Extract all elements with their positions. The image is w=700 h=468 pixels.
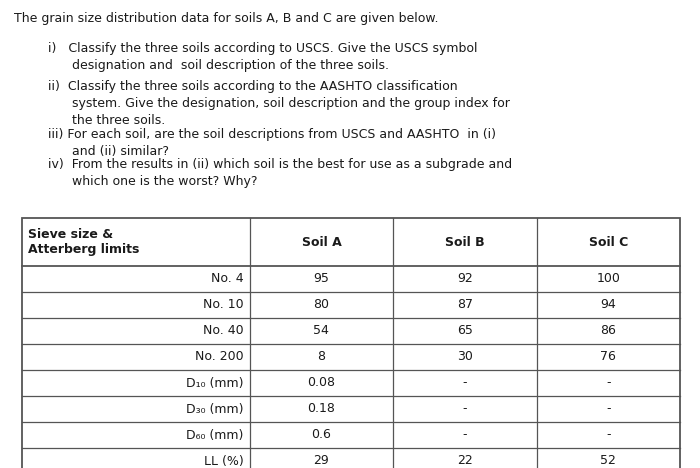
Text: No. 4: No. 4 [211,272,244,285]
Text: 80: 80 [314,299,330,312]
Text: Soil A: Soil A [302,235,342,249]
Text: Soil B: Soil B [445,235,484,249]
Text: -: - [606,376,610,389]
Text: 0.18: 0.18 [307,402,335,416]
Text: 22: 22 [457,454,473,468]
Text: D₆₀ (mm): D₆₀ (mm) [186,429,244,441]
Text: -: - [463,402,467,416]
Text: iv)  From the results in (ii) which soil is the best for use as a subgrade and
 : iv) From the results in (ii) which soil … [48,158,512,188]
Text: No. 10: No. 10 [203,299,244,312]
Text: -: - [606,429,610,441]
Text: i)   Classify the three soils according to USCS. Give the USCS symbol
      desi: i) Classify the three soils according to… [48,42,477,72]
Text: iii) For each soil, are the soil descriptions from USCS and AASHTO  in (i)
     : iii) For each soil, are the soil descrip… [48,128,496,158]
Text: ii)  Classify the three soils according to the AASHTO classification
      syste: ii) Classify the three soils according t… [48,80,510,127]
Text: No. 40: No. 40 [203,324,244,337]
Text: No. 200: No. 200 [195,351,244,364]
Text: 86: 86 [601,324,616,337]
Bar [22,218,680,468]
Text: 65: 65 [457,324,473,337]
Text: 87: 87 [457,299,473,312]
Text: 52: 52 [601,454,616,468]
Text: 92: 92 [457,272,473,285]
Text: Sieve size &
Atterberg limits: Sieve size & Atterberg limits [28,227,139,256]
Text: 100: 100 [596,272,620,285]
Text: 29: 29 [314,454,329,468]
Text: LL (%): LL (%) [204,454,244,468]
Text: 54: 54 [314,324,329,337]
Text: 0.6: 0.6 [312,429,331,441]
Text: -: - [463,376,467,389]
Text: -: - [463,429,467,441]
Text: 94: 94 [601,299,616,312]
Text: D₃₀ (mm): D₃₀ (mm) [186,402,244,416]
Text: 76: 76 [601,351,616,364]
Text: The grain size distribution data for soils A, B and C are given below.: The grain size distribution data for soi… [14,12,438,25]
Text: Soil C: Soil C [589,235,628,249]
Text: 30: 30 [457,351,473,364]
Text: 95: 95 [314,272,329,285]
Text: D₁₀ (mm): D₁₀ (mm) [186,376,244,389]
Text: 8: 8 [317,351,326,364]
Text: -: - [606,402,610,416]
Text: 0.08: 0.08 [307,376,335,389]
